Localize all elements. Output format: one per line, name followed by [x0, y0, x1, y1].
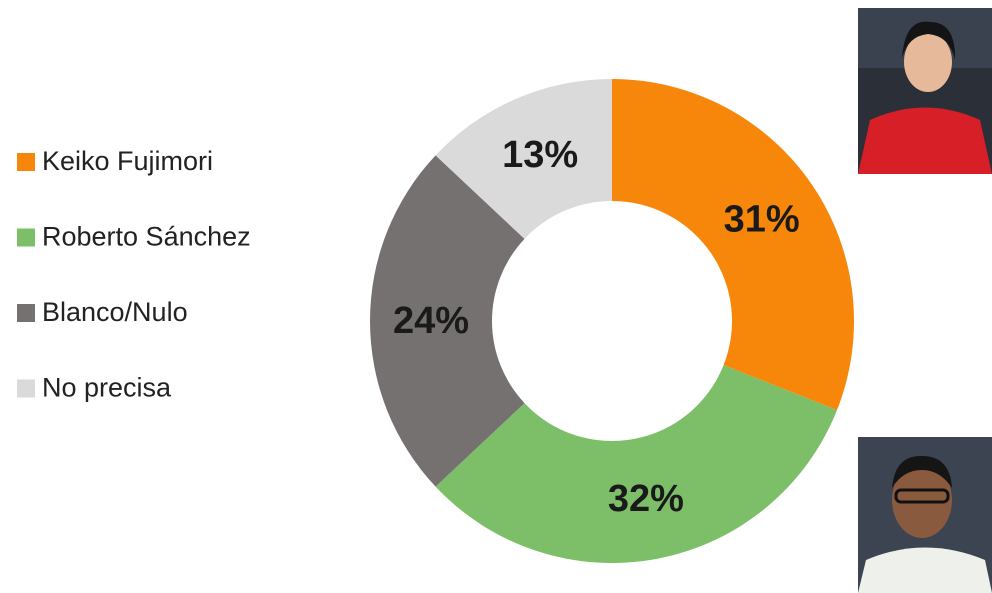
legend-label: Blanco/Nulo: [42, 297, 188, 327]
pie-slice: [612, 79, 854, 411]
pie-slice: [435, 365, 838, 563]
photo-bottom: [858, 437, 992, 593]
value-label: 31%: [724, 198, 800, 240]
pie-slice: [435, 79, 612, 239]
value-label: 32%: [608, 478, 684, 520]
legend-swatch: [17, 304, 35, 322]
legend-swatch: [17, 153, 35, 171]
legend-label: Roberto Sánchez: [42, 222, 251, 252]
legend-label: No precisa: [42, 373, 172, 403]
legend-label: Keiko Fujimori: [42, 146, 213, 176]
legend-swatch: [17, 228, 35, 247]
value-label: 13%: [502, 134, 578, 176]
pie-slice: [369, 155, 525, 487]
value-label: 24%: [393, 300, 469, 342]
photo-top: [858, 8, 992, 174]
legend-swatch: [17, 379, 35, 398]
